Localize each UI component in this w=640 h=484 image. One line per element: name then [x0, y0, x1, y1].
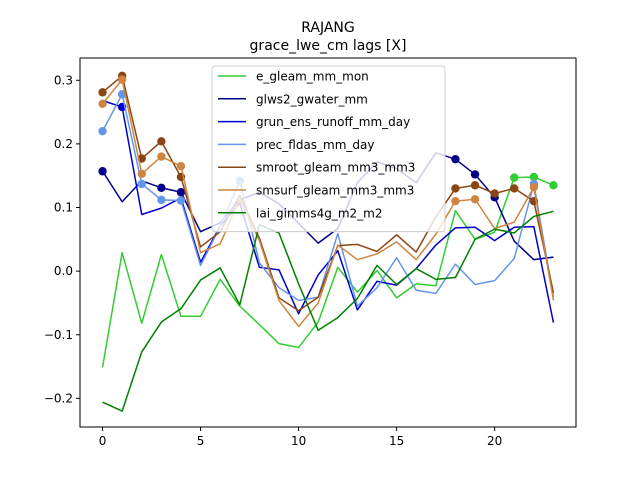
chart-subtitle: grace_lwe_cm lags [X] [250, 38, 407, 54]
legend-item: grun_ens_runoff_mm_day [218, 115, 410, 129]
y-tick-label: 0.3 [54, 73, 73, 87]
legend-item: e_gleam_mm_mon [218, 70, 369, 84]
y-tick-label: 0.0 [54, 264, 73, 278]
legend-label: e_gleam_mm_mon [256, 70, 369, 84]
data-point [98, 88, 107, 97]
data-point [470, 181, 480, 190]
legend-item: lai_gimms4g_m2_m2 [218, 206, 383, 220]
series-line [102, 210, 554, 412]
data-point [529, 182, 539, 192]
x-tick-label: 5 [197, 434, 205, 448]
x-tick-label: 10 [291, 434, 306, 448]
data-point [176, 188, 186, 197]
legend-label: prec_fldas_mm_day [256, 138, 375, 152]
legend-item: glws2_gwater_mm [218, 92, 368, 106]
data-point [157, 183, 166, 192]
data-point [137, 179, 146, 189]
data-point [529, 172, 539, 182]
x-tick-label: 20 [487, 434, 502, 448]
legend-item: smroot_gleam_mm3_mm3 [218, 161, 415, 175]
legend-item: prec_fldas_mm_day [218, 138, 375, 152]
legend-label: grun_ens_runoff_mm_day [256, 115, 410, 129]
data-point [176, 196, 186, 205]
data-point [98, 99, 107, 109]
legend-label: smsurf_gleam_mm3_mm3 [256, 184, 414, 198]
data-point [451, 184, 460, 193]
data-point [451, 196, 460, 206]
data-point [470, 170, 480, 179]
data-point [549, 181, 558, 190]
series-lai_gimms4g_m2_m2 [102, 210, 554, 412]
legend-box [211, 65, 446, 233]
data-point [490, 189, 499, 198]
data-point [176, 161, 186, 171]
y-tick-label: −0.1 [44, 328, 73, 342]
y-tick-label: −0.2 [44, 391, 73, 405]
legend-item: smsurf_gleam_mm3_mm3 [218, 184, 414, 198]
series-smsurf_gleam_mm3_mm3 [98, 75, 555, 328]
legend: e_gleam_mm_mon glws2_gwater_mm grun_ens_ru… [211, 65, 446, 233]
legend-label: lai_gimms4g_m2_m2 [256, 206, 383, 220]
axes-layer: 0 5 10 15 20 −0.2 −0.1 0.0 0.1 0.2 0.3 [44, 57, 577, 448]
data-point [470, 195, 480, 204]
data-point [98, 126, 107, 136]
data-point [137, 169, 146, 178]
data-point [157, 137, 166, 146]
series-layer [98, 71, 558, 412]
series-glws2_gwater_mm [98, 152, 554, 261]
plot-frame [79, 57, 577, 428]
y-tick-label: 0.2 [54, 137, 73, 151]
data-point [510, 184, 519, 193]
y-tick-label: 0.1 [54, 201, 73, 215]
data-point [98, 167, 107, 176]
legend-label: glws2_gwater_mm [256, 92, 368, 106]
chart-title: RAJANG [301, 20, 355, 36]
data-point [510, 173, 519, 182]
x-tick-label: 0 [99, 434, 107, 448]
data-point [451, 154, 460, 164]
data-point [117, 75, 127, 84]
data-point [157, 152, 166, 161]
data-point [157, 195, 166, 205]
x-tick-label: 15 [389, 434, 404, 448]
legend-label: smroot_gleam_mm3_mm3 [256, 161, 415, 175]
